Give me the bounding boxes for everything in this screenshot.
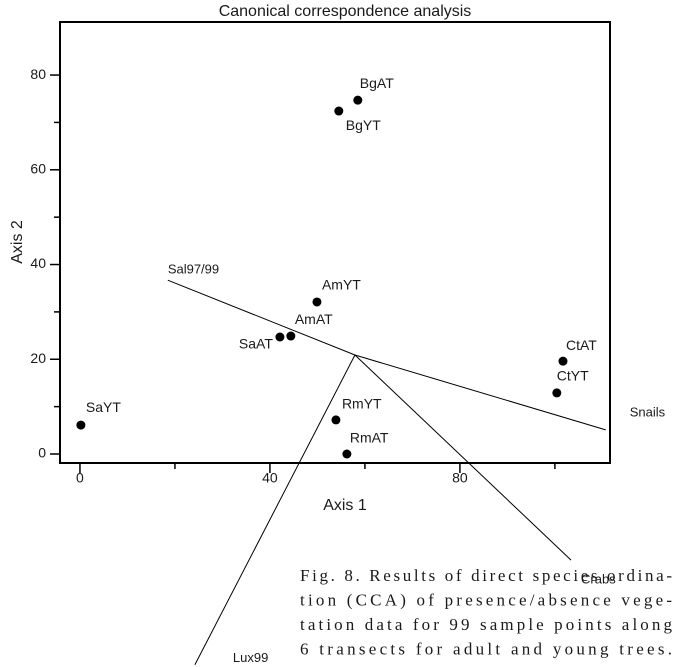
y-axis-label: Axis 2 [9,220,26,264]
point [552,388,562,398]
point-label: AmAT [295,311,333,327]
vector [194,354,356,666]
y-tick-label: 80 [30,66,46,82]
vector [354,354,606,431]
caption-line: Fig. 8. Results of direct species ordina… [300,566,672,585]
x-tick-label: 40 [262,470,278,486]
vector-label: Crabs [581,572,616,587]
point-label: AmYT [322,277,361,293]
chart-title: Canonical correspondence analysis [219,3,472,20]
y-tick-label: 60 [30,160,46,176]
point-label: CtYT [557,368,589,384]
point [558,356,568,366]
x-tick-label: 80 [452,470,468,486]
point [342,449,352,459]
plot-frame [59,21,611,464]
point [312,297,322,307]
caption-line: tation data for 99 sample points along [300,615,673,634]
point-label: RmYT [342,396,382,412]
point-label: CtAT [566,337,597,353]
point-label: BgYT [346,117,381,133]
y-tick-label: 40 [30,255,46,271]
point-label: RmAT [350,430,389,446]
point [275,332,285,342]
y-tick-label: 0 [38,445,46,461]
vector-label: Lux99 [233,650,268,665]
point [331,415,341,425]
point [353,95,363,105]
point [76,420,86,430]
x-tick-label: 0 [76,470,84,486]
caption-line: 6 transects for adult and young trees. [300,639,672,658]
point-label: SaAT [239,336,273,352]
caption-line: tion (CCA) of presence/absence vege- [300,590,672,609]
point-label: BgAT [360,75,394,91]
point [334,106,344,116]
vector-label: Sal97/99 [168,262,219,277]
x-axis-label: Axis 1 [323,497,367,514]
vector [167,279,356,356]
vector-label: Snails [630,404,666,419]
y-tick-label: 20 [30,350,46,366]
vector [354,354,572,561]
point-label: SaYT [86,399,121,415]
point [286,331,296,341]
